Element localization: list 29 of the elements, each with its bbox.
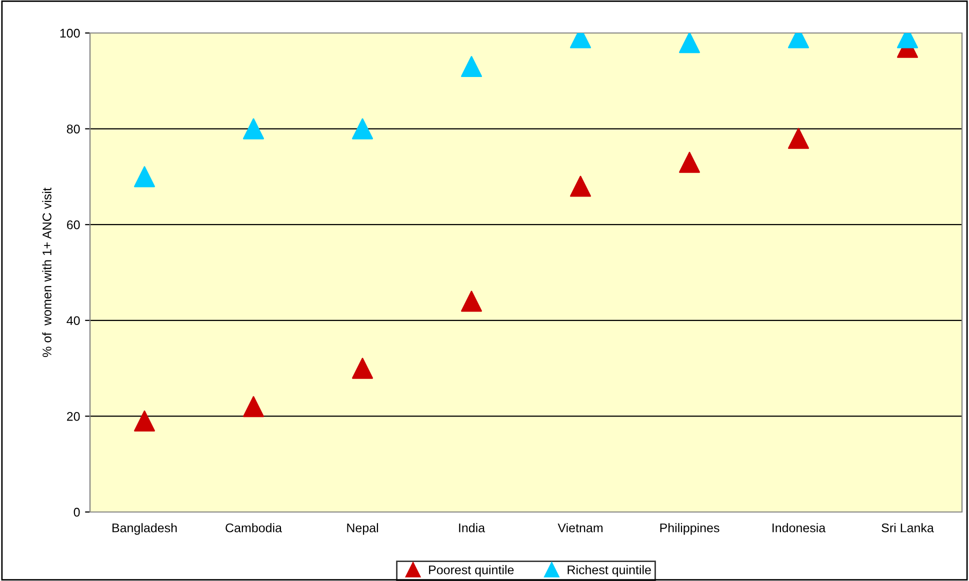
y-tick-label: 80	[66, 124, 80, 134]
point	[678, 33, 700, 54]
y-tick-label: 20	[67, 412, 80, 421]
legend-label: Poorest quintile	[429, 565, 514, 577]
point	[242, 396, 264, 418]
x-tick-label: Philippines	[660, 523, 720, 535]
y-axis-title: % of women with 1+ ANC visit	[42, 188, 52, 357]
point	[788, 128, 810, 149]
point	[352, 358, 374, 379]
point	[570, 176, 592, 197]
legend-label: Richest quintile	[568, 565, 651, 577]
x-tick-label: Nepal	[347, 523, 378, 535]
x-tick-label: Indonesia	[772, 523, 826, 532]
y-tick-label: 100	[60, 28, 80, 38]
y-tick-label: 40	[66, 316, 80, 326]
point	[678, 152, 700, 173]
point	[352, 118, 374, 140]
y-tick-label: 60	[67, 220, 80, 230]
point	[460, 290, 482, 312]
point	[134, 166, 156, 188]
x-tick-label: Vietnam	[558, 523, 602, 532]
point	[242, 118, 264, 140]
point	[460, 56, 482, 78]
x-tick-label: India	[459, 523, 486, 532]
x-tick-label: Cambodia	[226, 523, 282, 532]
x-tick-label: Sri Lanka	[882, 523, 934, 532]
point	[134, 410, 156, 432]
x-tick-label: Bangladesh	[112, 523, 177, 535]
y-tick-label: 0	[74, 508, 80, 517]
